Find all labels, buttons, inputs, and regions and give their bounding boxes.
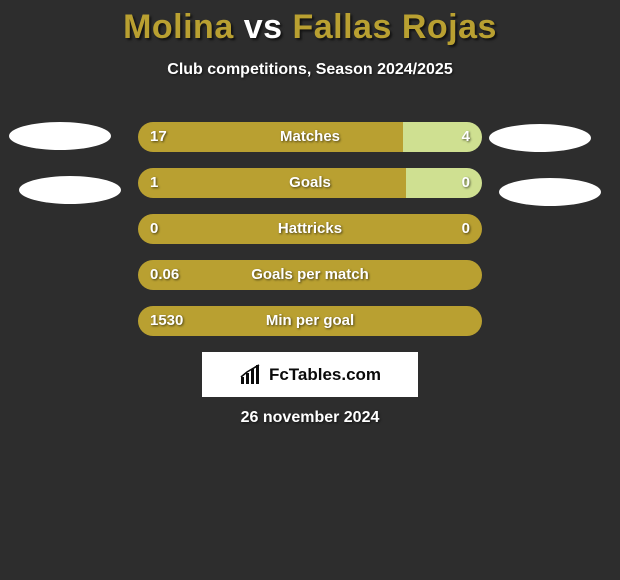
stat-value-right: 0 — [462, 168, 470, 198]
stat-row: 0.06Goals per match — [0, 260, 620, 290]
stat-value-right: 0 — [462, 214, 470, 244]
accent-ellipse — [489, 124, 591, 152]
subtitle: Club competitions, Season 2024/2025 — [0, 61, 620, 79]
footer-date: 26 november 2024 — [0, 409, 620, 427]
stat-row: 0Hattricks0 — [0, 214, 620, 244]
accent-ellipse — [499, 178, 601, 206]
stat-value-right: 4 — [462, 122, 470, 152]
title-player1: Molina — [123, 8, 234, 46]
stat-label: Matches — [138, 122, 482, 152]
stat-label: Min per goal — [138, 306, 482, 336]
stat-label: Goals per match — [138, 260, 482, 290]
title-player2: Fallas Rojas — [292, 8, 496, 46]
title-vs: vs — [244, 8, 283, 46]
footer-logo[interactable]: FcTables.com — [202, 352, 418, 397]
accent-ellipse — [19, 176, 121, 204]
accent-ellipse — [9, 122, 111, 150]
page-title: Molina vs Fallas Rojas — [0, 0, 620, 47]
footer-logo-text: FcTables.com — [269, 365, 381, 385]
stat-row: 1530Min per goal — [0, 306, 620, 336]
stat-label: Goals — [138, 168, 482, 198]
stats-rows: 17Matches41Goals00Hattricks00.06Goals pe… — [0, 122, 620, 352]
stat-label: Hattricks — [138, 214, 482, 244]
barchart-icon — [239, 363, 263, 387]
